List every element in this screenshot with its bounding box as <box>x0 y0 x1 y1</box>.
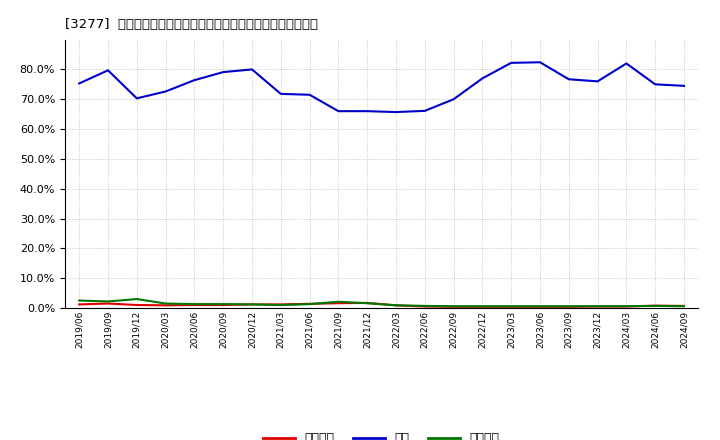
売上傅権 <box>75 302 84 307</box>
Legend: 売上傅権, 在庫, 買入偉務: 売上傅権, 在庫, 買入偉務 <box>258 427 505 440</box>
売上傅権 <box>276 302 285 307</box>
買入偉務 <box>190 301 199 307</box>
売上傅権 <box>449 304 458 309</box>
売上傅権 <box>680 303 688 308</box>
買入偉務 <box>104 299 112 304</box>
在庫 <box>593 79 602 84</box>
買入偉務 <box>132 297 141 302</box>
買入偉務 <box>248 302 256 307</box>
買入偉務 <box>593 304 602 309</box>
在庫 <box>161 89 170 94</box>
在庫 <box>478 76 487 81</box>
在庫 <box>190 77 199 83</box>
買入偉務 <box>363 301 372 306</box>
在庫 <box>449 97 458 102</box>
買入偉務 <box>680 304 688 309</box>
買入偉務 <box>75 298 84 303</box>
売上傅権 <box>651 303 660 308</box>
在庫 <box>363 109 372 114</box>
買入偉務 <box>420 303 429 308</box>
売上傅権 <box>593 304 602 309</box>
買入偉務 <box>334 299 343 304</box>
売上傅権 <box>248 302 256 307</box>
買入偉務 <box>622 304 631 309</box>
在庫 <box>305 92 314 97</box>
買入偉務 <box>161 301 170 306</box>
在庫 <box>104 68 112 73</box>
Text: [3277]  売上債権、在庫、買入債務の総資産に対する比率の推移: [3277] 売上債権、在庫、買入債務の総資産に対する比率の推移 <box>65 18 318 32</box>
Line: 在庫: 在庫 <box>79 62 684 112</box>
売上傅権 <box>132 302 141 308</box>
在庫 <box>507 60 516 66</box>
在庫 <box>420 108 429 114</box>
売上傅権 <box>622 304 631 309</box>
在庫 <box>536 60 544 65</box>
在庫 <box>75 81 84 86</box>
売上傅権 <box>507 304 516 309</box>
買入偉務 <box>478 304 487 309</box>
買入偉務 <box>507 304 516 309</box>
買入偉務 <box>392 303 400 308</box>
売上傅権 <box>104 301 112 306</box>
売上傅権 <box>190 302 199 308</box>
買入偉務 <box>305 301 314 307</box>
買入偉務 <box>536 304 544 309</box>
在庫 <box>651 82 660 87</box>
在庫 <box>622 61 631 66</box>
売上傅権 <box>536 304 544 309</box>
売上傅権 <box>478 304 487 309</box>
買入偉務 <box>449 304 458 309</box>
買入偉務 <box>651 303 660 308</box>
売上傅権 <box>392 303 400 308</box>
売上傅権 <box>420 304 429 309</box>
Line: 売上傅権: 売上傅権 <box>79 303 684 307</box>
在庫 <box>132 96 141 101</box>
売上傅権 <box>161 303 170 308</box>
在庫 <box>392 110 400 115</box>
在庫 <box>248 67 256 72</box>
在庫 <box>334 109 343 114</box>
売上傅権 <box>363 300 372 305</box>
売上傅権 <box>334 301 343 306</box>
売上傅権 <box>219 302 228 308</box>
売上傅権 <box>305 301 314 307</box>
Line: 買入偉務: 買入偉務 <box>79 299 684 306</box>
在庫 <box>276 91 285 96</box>
在庫 <box>219 70 228 75</box>
売上傅権 <box>564 304 573 309</box>
買入偉務 <box>219 301 228 307</box>
買入偉務 <box>564 304 573 309</box>
買入偉務 <box>276 302 285 308</box>
在庫 <box>564 77 573 82</box>
在庫 <box>680 83 688 88</box>
